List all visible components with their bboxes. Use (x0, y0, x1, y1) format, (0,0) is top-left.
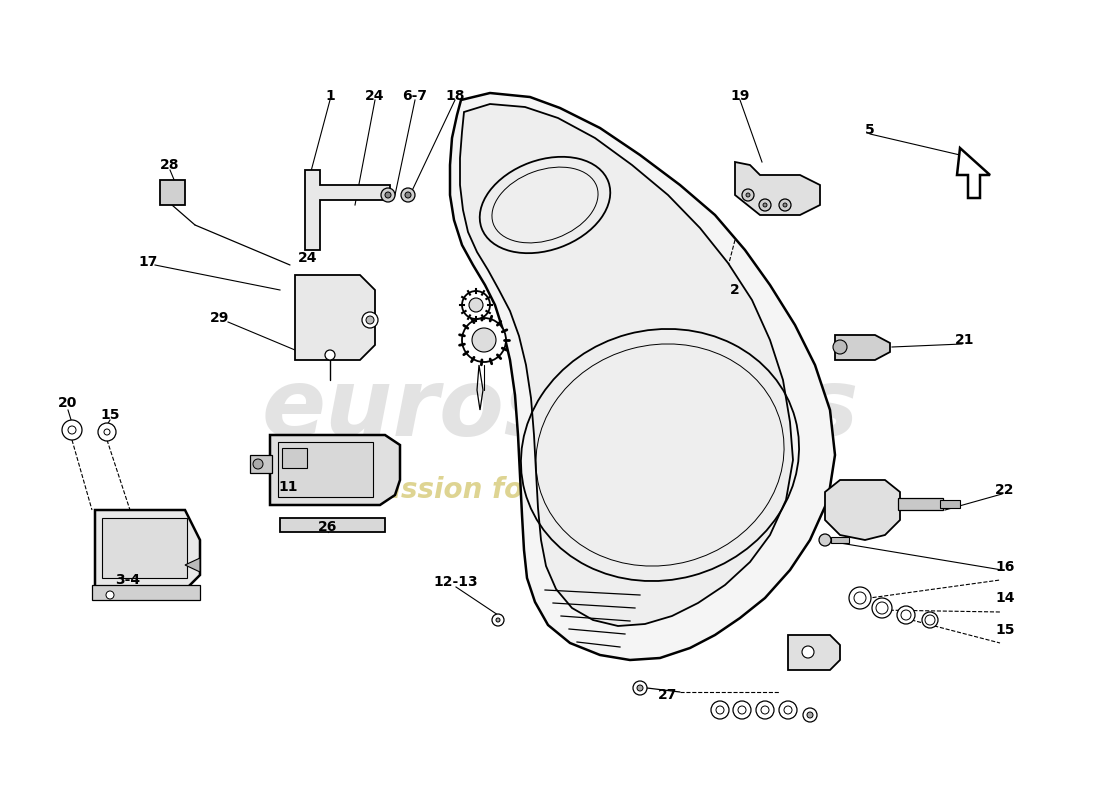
Text: a passion for parts since 1985: a passion for parts since 1985 (334, 476, 806, 504)
Polygon shape (788, 635, 840, 670)
Text: 26: 26 (318, 520, 338, 534)
Text: 27: 27 (658, 688, 678, 702)
Polygon shape (270, 435, 400, 505)
Text: 6-7: 6-7 (403, 89, 428, 103)
Polygon shape (160, 180, 185, 205)
Polygon shape (735, 162, 820, 215)
Circle shape (362, 312, 378, 328)
Circle shape (462, 291, 490, 319)
Circle shape (253, 459, 263, 469)
Polygon shape (92, 585, 200, 600)
Bar (282, 448, 307, 468)
Circle shape (62, 420, 82, 440)
Polygon shape (835, 335, 890, 360)
Text: 19: 19 (730, 89, 750, 103)
Circle shape (98, 423, 116, 441)
Circle shape (759, 199, 771, 211)
Circle shape (402, 188, 415, 202)
Circle shape (462, 318, 506, 362)
Text: 29: 29 (210, 311, 230, 325)
Bar (898, 498, 943, 510)
Text: 28: 28 (161, 158, 179, 172)
Polygon shape (305, 170, 390, 250)
Circle shape (849, 587, 871, 609)
Polygon shape (957, 148, 990, 198)
Circle shape (405, 192, 411, 198)
Text: 1: 1 (326, 89, 334, 103)
Circle shape (922, 612, 938, 628)
Text: 24: 24 (365, 89, 385, 103)
Circle shape (833, 340, 847, 354)
Bar (940, 500, 960, 508)
Polygon shape (460, 104, 793, 626)
Text: 15: 15 (100, 408, 120, 422)
Polygon shape (95, 510, 200, 590)
Circle shape (637, 685, 644, 691)
Circle shape (807, 712, 813, 718)
Circle shape (756, 701, 774, 719)
Circle shape (381, 188, 395, 202)
Circle shape (820, 534, 830, 546)
Text: 2: 2 (730, 283, 740, 297)
Circle shape (496, 618, 500, 622)
Polygon shape (185, 558, 200, 572)
Circle shape (742, 189, 754, 201)
Circle shape (746, 193, 750, 197)
Circle shape (385, 192, 390, 198)
Circle shape (366, 316, 374, 324)
Text: 12-13: 12-13 (433, 575, 478, 589)
Circle shape (733, 701, 751, 719)
Text: eurospares: eurospares (262, 364, 859, 456)
Circle shape (779, 199, 791, 211)
Text: 15: 15 (996, 623, 1014, 637)
Circle shape (324, 350, 336, 360)
Bar (250, 455, 272, 473)
Polygon shape (295, 275, 375, 360)
Circle shape (632, 681, 647, 695)
Text: 3-4: 3-4 (116, 573, 141, 587)
Bar (830, 537, 849, 543)
Polygon shape (450, 93, 835, 660)
Circle shape (803, 708, 817, 722)
Circle shape (106, 591, 114, 599)
Text: 24: 24 (298, 251, 318, 265)
Circle shape (469, 298, 483, 312)
Circle shape (872, 598, 892, 618)
Text: 21: 21 (955, 333, 975, 347)
Circle shape (779, 701, 798, 719)
Circle shape (711, 701, 729, 719)
Circle shape (896, 606, 915, 624)
Text: 14: 14 (996, 591, 1014, 605)
Polygon shape (280, 518, 385, 532)
Bar (102, 518, 187, 578)
Text: 17: 17 (139, 255, 157, 269)
Text: 16: 16 (996, 560, 1014, 574)
Circle shape (472, 328, 496, 352)
Circle shape (492, 614, 504, 626)
Circle shape (802, 646, 814, 658)
Text: 20: 20 (58, 396, 78, 410)
Bar (278, 442, 373, 497)
Text: 11: 11 (278, 480, 298, 494)
Polygon shape (825, 480, 900, 540)
Text: 5: 5 (865, 123, 874, 137)
Text: 22: 22 (996, 483, 1014, 497)
Circle shape (763, 203, 767, 207)
Text: 18: 18 (446, 89, 464, 103)
Circle shape (783, 203, 786, 207)
